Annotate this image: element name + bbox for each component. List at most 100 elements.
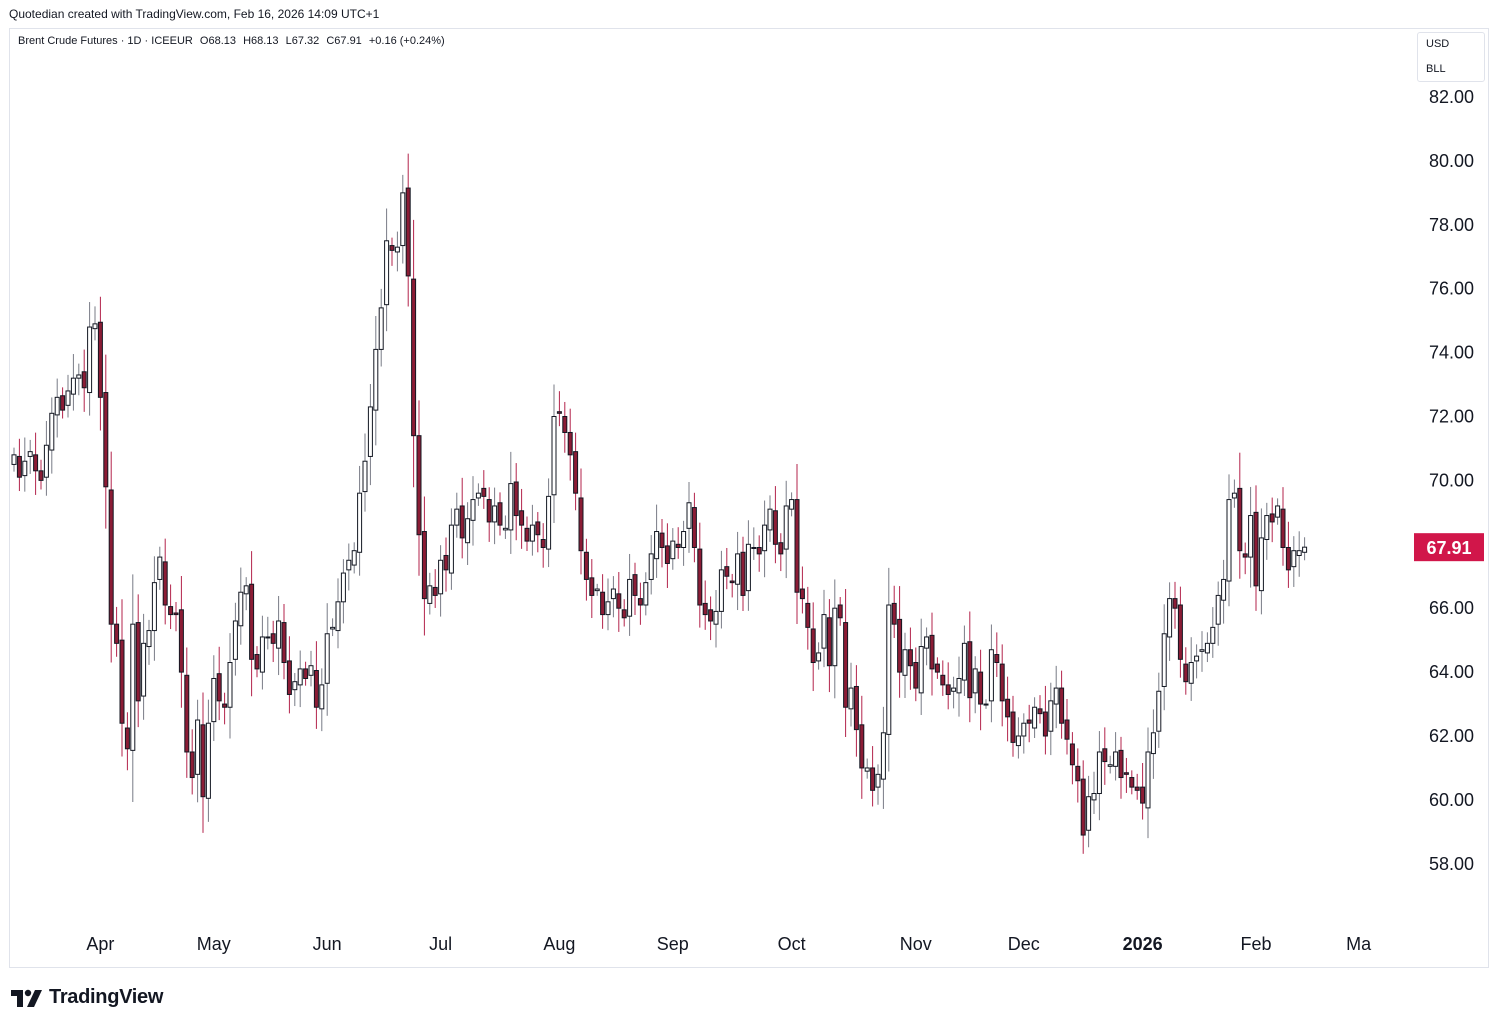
candle-body[interactable]: [859, 724, 865, 769]
candle-body[interactable]: [189, 751, 195, 779]
candle-body[interactable]: [432, 586, 438, 596]
candle-body[interactable]: [1242, 553, 1248, 558]
candle-body[interactable]: [972, 668, 978, 694]
candle-body[interactable]: [216, 673, 222, 702]
candle-body[interactable]: [87, 326, 93, 394]
candle-body[interactable]: [729, 580, 735, 584]
candle-body[interactable]: [621, 609, 627, 619]
candle-body[interactable]: [27, 451, 33, 457]
candle-body[interactable]: [832, 607, 838, 667]
candle-body[interactable]: [486, 499, 492, 523]
candle-body[interactable]: [659, 532, 665, 548]
candle-body[interactable]: [394, 246, 400, 253]
candle-body[interactable]: [76, 374, 82, 379]
candle-body[interactable]: [675, 543, 681, 548]
candle-body[interactable]: [945, 684, 951, 695]
candle-body[interactable]: [141, 642, 147, 697]
candle-body[interactable]: [540, 539, 546, 548]
candle-body[interactable]: [43, 444, 49, 478]
candle-body[interactable]: [1042, 711, 1048, 737]
candle-body[interactable]: [281, 622, 287, 664]
candle-body[interactable]: [1231, 492, 1237, 499]
candle-body[interactable]: [97, 321, 103, 398]
candle-body[interactable]: [313, 670, 319, 708]
candle-body[interactable]: [146, 630, 152, 648]
candle-body[interactable]: [1075, 765, 1081, 782]
candle-body[interactable]: [232, 620, 238, 660]
candle-body[interactable]: [1129, 777, 1135, 788]
candle-body[interactable]: [1183, 663, 1189, 683]
candle-body[interactable]: [627, 578, 633, 617]
candle-body[interactable]: [1215, 594, 1221, 625]
candle-body[interactable]: [745, 543, 751, 592]
candle-body[interactable]: [524, 527, 530, 542]
candle-body[interactable]: [718, 569, 724, 612]
candle-body[interactable]: [16, 455, 22, 478]
candle-body[interactable]: [119, 639, 125, 724]
candle-body[interactable]: [259, 636, 265, 673]
candle-body[interactable]: [389, 245, 395, 251]
candle-body[interactable]: [848, 687, 854, 710]
candle-body[interactable]: [1107, 764, 1113, 767]
candle-body[interactable]: [632, 574, 638, 596]
candle-body[interactable]: [805, 602, 811, 628]
candle-body[interactable]: [1123, 772, 1129, 775]
candle-body[interactable]: [416, 435, 422, 536]
candle-body[interactable]: [772, 510, 778, 545]
candle-body[interactable]: [1296, 550, 1302, 556]
candle-body[interactable]: [465, 518, 471, 544]
candle-body[interactable]: [459, 505, 465, 539]
candle-body[interactable]: [1069, 743, 1075, 766]
candle-body[interactable]: [81, 371, 87, 389]
candle-body[interactable]: [508, 483, 514, 531]
candle-body[interactable]: [794, 499, 800, 593]
candle-body[interactable]: [1188, 662, 1194, 684]
candle-body[interactable]: [92, 323, 98, 330]
candle-body[interactable]: [1199, 649, 1205, 652]
candle-body[interactable]: [789, 499, 795, 510]
candle-body[interactable]: [940, 674, 946, 686]
candle-body[interactable]: [443, 554, 449, 571]
candle-body[interactable]: [691, 507, 697, 548]
candle-body[interactable]: [519, 510, 525, 526]
candle-body[interactable]: [335, 601, 341, 632]
candle-body[interactable]: [778, 542, 784, 555]
candle-body[interactable]: [1037, 708, 1043, 715]
candle-body[interactable]: [648, 553, 654, 580]
candle-body[interactable]: [902, 649, 908, 676]
candle-body[interactable]: [762, 524, 768, 552]
candle-body[interactable]: [157, 556, 163, 580]
candle-body[interactable]: [886, 604, 892, 735]
candle-body[interactable]: [1248, 515, 1254, 558]
candle-body[interactable]: [643, 582, 649, 606]
candle-body[interactable]: [475, 492, 481, 499]
candle-body[interactable]: [38, 470, 44, 481]
candle-body[interactable]: [1026, 719, 1032, 724]
candle-body[interactable]: [1226, 499, 1232, 582]
candle-body[interactable]: [1015, 735, 1021, 747]
candle-body[interactable]: [411, 278, 417, 437]
candle-body[interactable]: [751, 546, 757, 549]
candle-body[interactable]: [114, 623, 120, 644]
candle-body[interactable]: [961, 642, 967, 681]
candle-body[interactable]: [400, 192, 406, 247]
candle-body[interactable]: [907, 649, 913, 667]
candle-body[interactable]: [367, 406, 373, 457]
candle-body[interactable]: [448, 524, 454, 574]
candle-body[interactable]: [589, 577, 595, 596]
candle-body[interactable]: [978, 671, 984, 705]
candle-body[interactable]: [1177, 604, 1183, 660]
candle-body[interactable]: [470, 499, 476, 521]
candle-body[interactable]: [405, 187, 411, 277]
candle-body[interactable]: [513, 481, 519, 517]
candle-body[interactable]: [724, 566, 730, 577]
candle-body[interactable]: [492, 505, 498, 523]
candle-body[interactable]: [875, 773, 881, 788]
candle-body[interactable]: [810, 628, 816, 664]
candle-body[interactable]: [184, 674, 190, 753]
candle-body[interactable]: [124, 727, 130, 750]
candle-body[interactable]: [438, 559, 444, 595]
candle-body[interactable]: [502, 527, 508, 531]
candle-body[interactable]: [1118, 749, 1124, 779]
candle-body[interactable]: [1064, 719, 1070, 740]
